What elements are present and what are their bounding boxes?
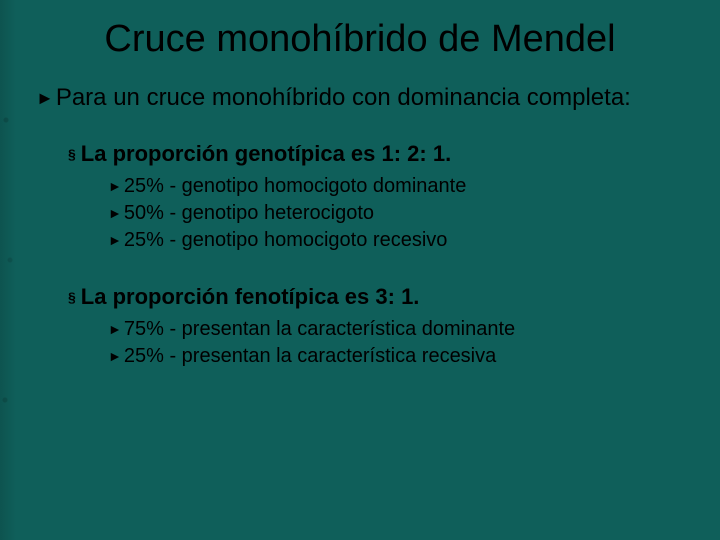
section-heading-text: La proporción fenotípica es 3: 1.	[81, 284, 420, 309]
decorative-edge	[0, 0, 18, 540]
intro-prefix: Para	[56, 84, 107, 111]
triangle-bullet-icon: ►	[108, 321, 122, 337]
intro-line: ►Para un cruce monohíbrido con dominanci…	[30, 83, 690, 113]
slide-title: Cruce monohíbrido de Mendel	[30, 18, 690, 61]
section-heading-text: La proporción genotípica es 1: 2: 1.	[81, 141, 451, 166]
list-item: ►75% - presentan la característica domin…	[108, 316, 690, 343]
triangle-bullet-icon: ►	[108, 348, 122, 364]
list-item-text: 50% - genotipo heterocigoto	[124, 202, 374, 224]
section-phenotypic: § La proporción fenotípica es 3: 1. ►75% …	[30, 284, 690, 370]
list-item: ►25% - genotipo homocigoto recesivo	[108, 227, 690, 254]
slide: Cruce monohíbrido de Mendel ►Para un cru…	[0, 0, 720, 540]
section-heading: § La proporción fenotípica es 3: 1.	[68, 284, 690, 310]
list-item-text: 75% - presentan la característica domina…	[124, 318, 515, 340]
intro-rest: un cruce monohíbrido con dominancia comp…	[107, 84, 631, 111]
list-item: ►25% - presentan la característica reces…	[108, 343, 690, 370]
triangle-bullet-icon: ►	[108, 205, 122, 221]
list-item-text: 25% - genotipo homocigoto recesivo	[124, 229, 448, 251]
list-item-text: 25% - presentan la característica recesi…	[124, 345, 496, 367]
list-item-text: 25% - genotipo homocigoto dominante	[124, 175, 466, 197]
triangle-bullet-icon: ►	[108, 178, 122, 194]
list-item: ►50% - genotipo heterocigoto	[108, 200, 690, 227]
triangle-bullet-icon: ►	[36, 88, 54, 108]
list-item: ►25% - genotipo homocigoto dominante	[108, 173, 690, 200]
square-bullet-icon: §	[68, 289, 76, 305]
section-heading: § La proporción genotípica es 1: 2: 1.	[68, 141, 690, 167]
section-genotypic: §La proporción genotípica es 1: 2: 1. ►2…	[30, 141, 690, 254]
square-bullet-icon: §	[68, 146, 76, 162]
triangle-bullet-icon: ►	[108, 232, 122, 248]
